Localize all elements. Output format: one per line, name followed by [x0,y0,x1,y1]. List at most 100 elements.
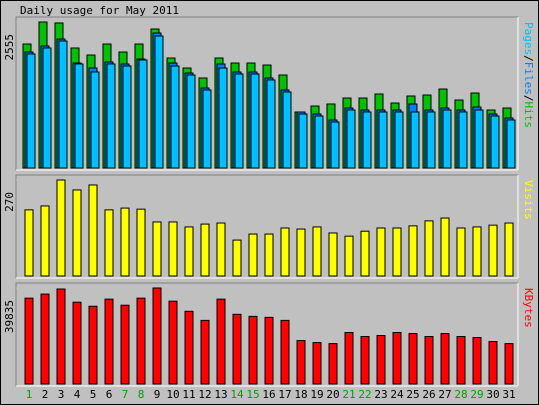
bar [312,226,322,277]
bar [376,335,386,385]
bar [314,115,324,169]
bar [504,343,514,385]
bar [106,63,116,169]
bar [346,109,356,169]
bar [136,297,146,385]
x-tick-label: 30 [486,388,499,401]
legend-entry: KBytes [522,288,535,328]
bar [490,115,500,169]
bar [24,209,34,277]
bar [56,288,66,385]
bar [280,227,290,277]
bar [312,342,322,385]
x-tick-label: 20 [326,388,339,401]
bar [200,319,210,385]
bar [458,111,468,169]
bar [104,298,114,385]
bar [170,65,180,169]
bar [376,227,386,277]
bar [298,113,308,169]
y-tick-label: 39835 [3,300,16,333]
x-tick-label: 13 [214,388,227,401]
bar [328,232,338,277]
x-tick-label: 31 [502,388,515,401]
bar [378,111,388,169]
bar [152,287,162,385]
bar [58,40,68,169]
bar [408,225,418,277]
x-tick-label: 12 [198,388,211,401]
bar [394,111,404,169]
bar [408,333,418,385]
x-tick-label: 1 [26,388,33,401]
x-tick-label: 4 [74,388,81,401]
bar [168,300,178,385]
bar [424,220,434,277]
bar [72,301,82,385]
bar [472,337,482,385]
x-tick-label: 18 [294,388,307,401]
bar [88,184,98,277]
bar [264,316,274,385]
bar [328,343,338,385]
bar [216,298,226,385]
x-tick-label: 14 [230,388,244,401]
bar [234,73,244,169]
legend: Pages/Files/Hits [522,22,535,128]
bar [24,297,34,385]
bar [40,205,50,277]
bar [440,217,450,277]
bar [152,221,162,277]
bar [154,35,164,169]
bar [186,74,196,169]
bar [488,224,498,277]
bar [392,227,402,277]
x-tick-label: 2 [42,388,49,401]
x-tick-label: 28 [454,388,467,401]
bar [506,119,516,169]
x-tick-label: 24 [390,388,404,401]
x-tick-label: 11 [182,388,195,401]
bar [360,336,370,385]
x-tick-label: 10 [166,388,179,401]
x-tick-label: 25 [406,388,419,401]
bar [296,228,306,277]
x-tick-label: 17 [278,388,291,401]
bar [168,221,178,277]
bar [90,71,100,169]
bar [216,222,226,277]
bar [184,310,194,385]
x-tick-label: 21 [342,388,355,401]
legend-separator: / [522,55,535,62]
bar [280,319,290,385]
bar [138,59,148,169]
bar [282,91,292,169]
bar [344,235,354,277]
x-tick-label: 22 [358,388,371,401]
bar [250,73,260,169]
bar [104,209,114,277]
x-tick-label: 9 [154,388,161,401]
x-tick-label: 26 [422,388,435,401]
x-tick-label: 27 [438,388,451,401]
bar [88,305,98,385]
x-tick-label: 8 [138,388,145,401]
bar [74,63,84,169]
legend-entry: Files [522,62,535,95]
bar [26,53,36,169]
legend: Visits [522,180,535,220]
bar [296,340,306,385]
bar [474,109,484,169]
legend-entry: Pages [522,22,535,55]
x-tick-label: 29 [470,388,483,401]
x-tick-label: 7 [122,388,129,401]
legend-entry: Visits [522,180,535,220]
bar [488,341,498,385]
y-tick-label: 270 [3,192,16,212]
legend-entry: Hits [522,102,535,129]
bar [266,79,276,169]
y-tick-label: 2555 [3,34,16,61]
x-tick-label: 3 [58,388,65,401]
x-tick-label: 15 [246,388,259,401]
bar [344,331,354,385]
